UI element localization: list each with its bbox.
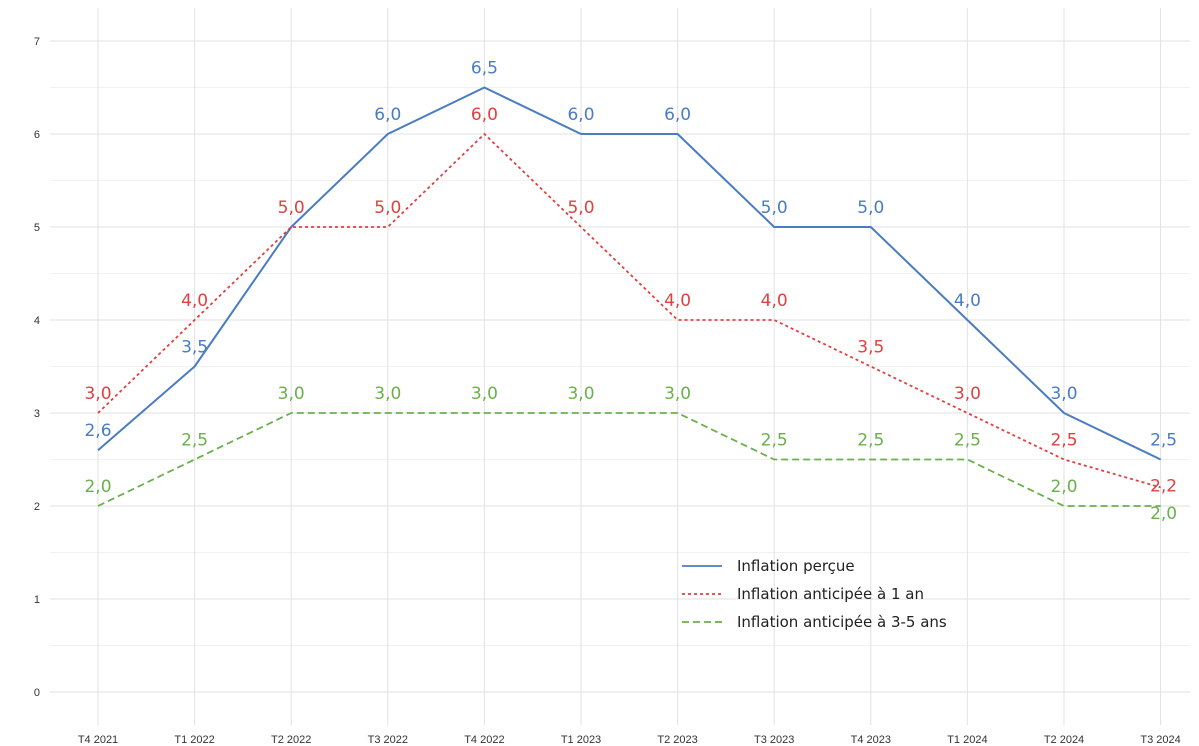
data-label-series-3: 2,5 [761,431,788,451]
data-label-series-1: 3,5 [181,338,208,358]
data-label-series-1: 5,0 [857,198,884,218]
x-tick-label: T2 2023 [657,734,697,746]
data-label-series-2: 4,0 [181,291,208,311]
series-line-1 [97,86,1162,461]
y-tick-label: 4 [34,315,40,327]
y-tick-label: 7 [34,36,40,48]
x-tick-label: T3 2023 [754,734,794,746]
data-label-series-3: 2,5 [857,431,884,451]
data-label-series-1: 6,0 [374,105,401,125]
x-tick-label: T2 2024 [1044,734,1084,746]
data-label-series-3: 2,0 [1050,477,1077,497]
x-tick-label: T4 2023 [851,734,891,746]
data-label-series-3: 2,5 [181,431,208,451]
series-lines [97,86,1162,507]
legend-label-2: Inflation anticipée à 1 an [737,585,924,603]
data-label-series-2: 4,0 [664,291,691,311]
data-label-series-1: 2,5 [1150,431,1177,451]
data-label-series-2: 4,0 [761,291,788,311]
legend: Inflation perçue Inflation anticipée à 1 … [682,557,947,631]
y-tick-label: 1 [34,594,40,606]
data-label-series-2: 6,0 [471,105,498,125]
data-label-series-2: 3,0 [84,384,111,404]
data-label-series-3: 2,0 [1150,504,1177,524]
data-label-series-2: 5,0 [278,198,305,218]
legend-label-1: Inflation perçue [737,557,855,575]
y-tick-label: 2 [34,501,40,513]
grid [50,8,1190,725]
data-label-series-1: 2,6 [84,421,111,441]
y-tick-label: 0 [34,687,40,699]
data-labels: 2,6 3,5 6,0 6,5 6,0 6,0 5,0 5,0 4,0 3,0 2,5 3,0 4,0 5… [84,59,1177,525]
data-label-series-2: 5,0 [567,198,594,218]
x-tick-label: T1 2024 [947,734,987,746]
data-label-series-1: 5,0 [761,198,788,218]
x-tick-label: T1 2023 [561,734,601,746]
series-line-2 [97,133,1161,489]
data-label-series-3: 3,0 [664,384,691,404]
x-tick-label: T3 2022 [368,734,408,746]
y-tick-label: 5 [34,222,40,234]
data-label-series-2: 5,0 [374,198,401,218]
data-label-series-3: 2,0 [84,477,111,497]
y-axis: 0 1 2 3 4 5 6 7 [34,36,40,699]
x-tick-label: T4 2022 [464,734,504,746]
x-axis: T4 2021 T1 2022 T2 2022 T3 2022 T4 2022 T1 20… [78,734,1181,746]
data-label-series-1: 3,0 [1050,384,1077,404]
data-label-series-3: 3,0 [567,384,594,404]
data-label-series-2: 2,2 [1150,476,1177,496]
data-label-series-2: 3,0 [954,384,981,404]
data-label-series-1: 6,5 [471,59,498,79]
data-label-series-2: 3,5 [857,338,884,358]
data-label-series-3: 3,0 [278,384,305,404]
data-label-series-1: 4,0 [954,291,981,311]
data-label-series-3: 3,0 [471,384,498,404]
legend-label-3: Inflation anticipée à 3-5 ans [737,613,947,631]
x-tick-label: T2 2022 [271,734,311,746]
data-label-series-2: 2,5 [1050,431,1077,451]
series-line-3 [97,412,1161,507]
x-tick-label: T3 2024 [1140,734,1180,746]
x-tick-label: T4 2021 [78,734,118,746]
y-tick-label: 6 [34,129,40,141]
data-label-series-3: 2,5 [954,431,981,451]
y-tick-label: 3 [34,408,40,420]
data-label-series-1: 6,0 [664,105,691,125]
data-label-series-3: 3,0 [374,384,401,404]
data-label-series-1: 6,0 [567,105,594,125]
x-tick-label: T1 2022 [174,734,214,746]
